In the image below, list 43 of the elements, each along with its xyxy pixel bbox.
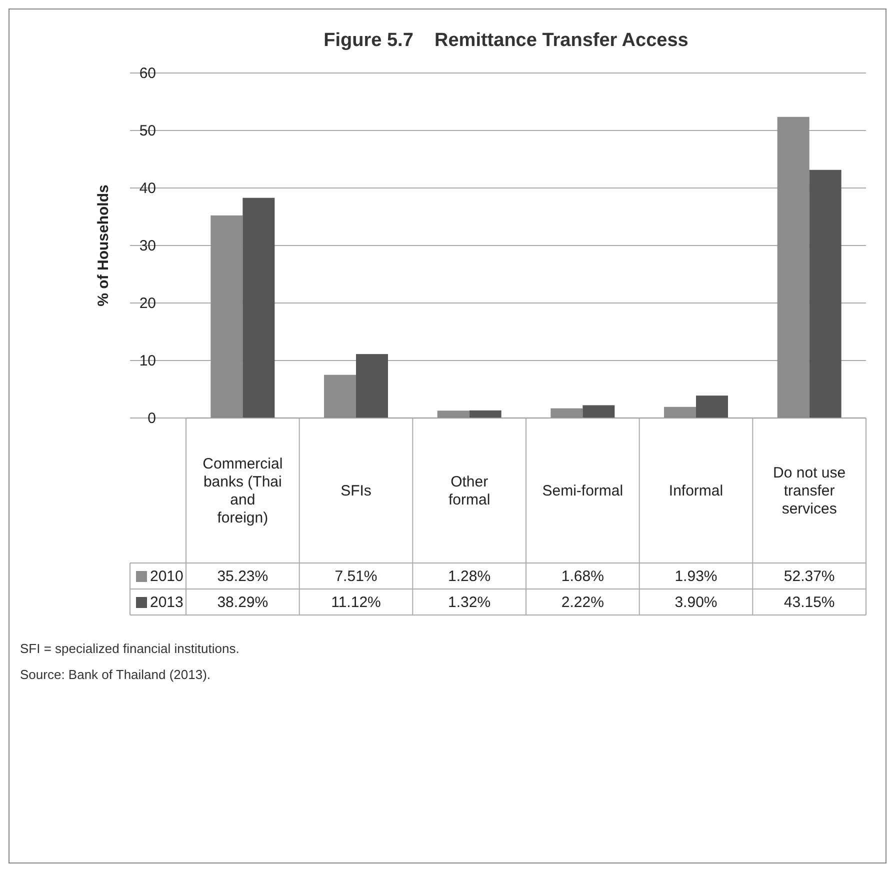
y-tick-label: 30 <box>139 238 156 254</box>
bar <box>550 408 583 418</box>
data-label: 43.15% <box>784 594 835 611</box>
y-axis-title: % of Households <box>95 184 112 306</box>
bar <box>356 354 388 418</box>
data-label: 7.51% <box>334 568 378 585</box>
data-label: 2.22% <box>561 594 604 611</box>
y-tick-label: 10 <box>139 352 156 370</box>
x-tick-label: Do not use transfer services <box>773 464 846 518</box>
bar <box>696 396 728 418</box>
y-tick-label: 40 <box>139 180 156 197</box>
data-label: 1.28% <box>448 568 491 585</box>
legend-label: 2013 <box>150 594 184 611</box>
legend-label: 2010 <box>150 568 184 585</box>
x-tick-label: Semi-formal <box>542 482 624 500</box>
bar <box>582 405 615 418</box>
chart-title: Figure 5.7 Remittance Transfer Access <box>324 30 688 51</box>
bar <box>324 374 356 418</box>
bar <box>809 170 842 418</box>
y-tick-label: 0 <box>148 410 156 427</box>
data-label: 3.90% <box>674 594 718 611</box>
data-label: 1.32% <box>448 594 491 611</box>
x-tick-label: Other formal <box>448 474 490 508</box>
source-note: Source: Bank of Thailand (2013). <box>20 667 211 682</box>
text: SFI = specialized financial institutions. <box>20 641 240 656</box>
data-label: 38.29% <box>217 594 268 611</box>
x-tick-label: Informal <box>668 482 724 500</box>
bar <box>437 410 470 418</box>
y-tick-label: 50 <box>139 122 156 140</box>
y-tick-label: 60 <box>139 65 156 82</box>
data-label: 1.68% <box>561 568 604 585</box>
x-tick-label: SFIs <box>340 482 372 500</box>
data-label: 35.23% <box>217 568 268 585</box>
data-label: 1.93% <box>674 568 718 585</box>
data-label: 11.12% <box>331 594 381 611</box>
data-label: 52.37% <box>784 568 835 585</box>
bar <box>664 406 696 418</box>
bar <box>469 410 502 418</box>
x-tick-label: Commercial banks (Thai and foreign) <box>202 456 283 526</box>
bar <box>242 198 275 418</box>
bar <box>777 116 810 418</box>
y-tick-label: 20 <box>139 295 156 312</box>
bar <box>210 215 243 418</box>
